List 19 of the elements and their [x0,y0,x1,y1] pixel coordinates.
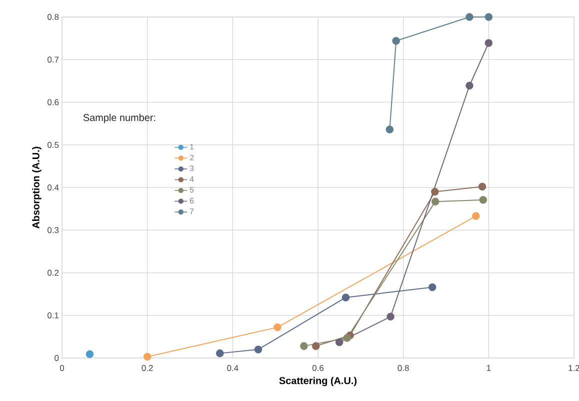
x-tick-label: 0.6 [312,365,324,371]
x-tick-label: 0 [60,365,64,371]
x-tick-label: 0.8 [398,365,409,371]
x-tick-label: 0.2 [142,365,153,371]
y-tick-label: 0.4 [48,184,59,190]
y-tick-label: 0 [54,355,59,361]
y-tick-label: 0.6 [48,99,59,106]
x-axis-title: Scattering (A.U.) [279,376,357,386]
x-tick-label: 0.4 [227,365,238,371]
y-tick-label: 0.2 [48,270,59,276]
x-tick-label: 1 [486,365,491,371]
y-tick-label: 0.3 [48,227,59,234]
legend-title: Sample number: [83,114,156,124]
y-tick-label: 0.7 [48,56,59,63]
y-axis-title: Absorption (A.U.) [32,146,42,228]
y-tick-label: 0.8 [48,14,59,20]
y-tick-label: 0.5 [48,142,59,148]
y-tick-label: 0.1 [48,312,59,318]
x-tick-label: 1.2 [568,365,579,371]
